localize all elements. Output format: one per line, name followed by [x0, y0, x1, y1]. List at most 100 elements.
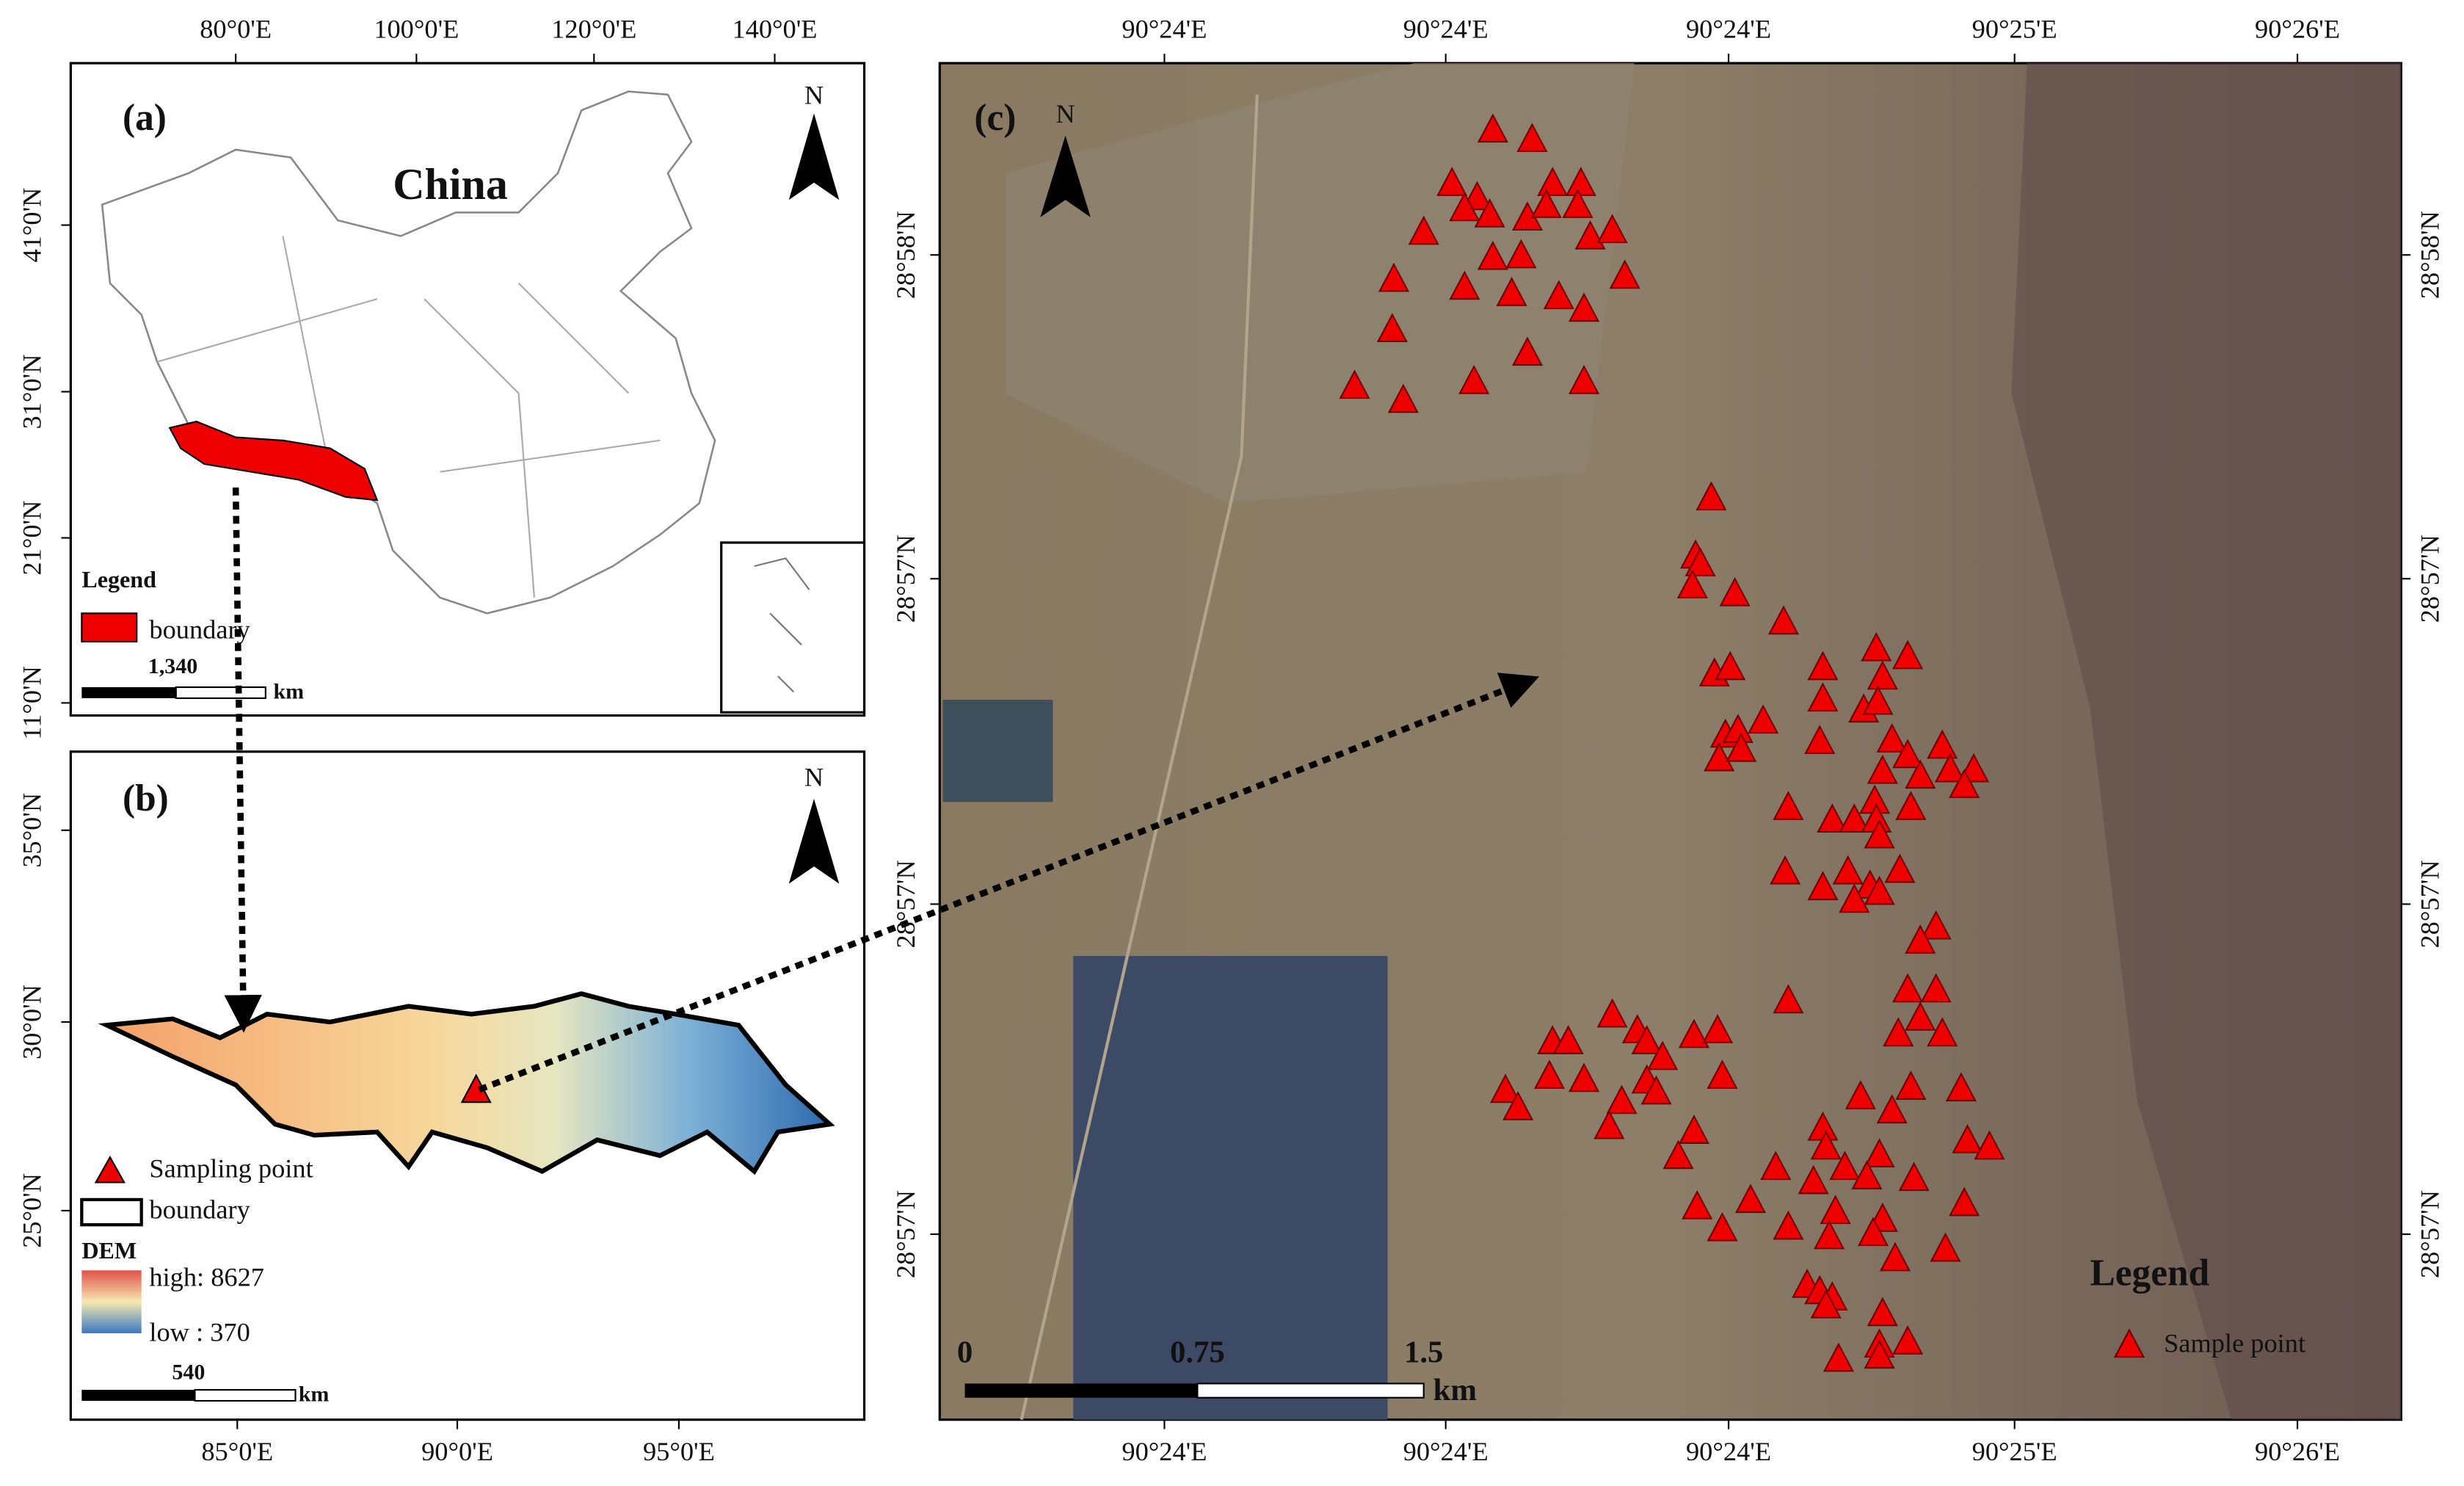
x-tick-label: 140°0'E [732, 15, 817, 44]
sample-point [1867, 754, 1898, 784]
y-tick-label: 28°58'N [891, 211, 920, 299]
sample-point [1489, 1073, 1522, 1103]
sample-point [1898, 1161, 1930, 1192]
sample-point [1596, 998, 1628, 1028]
sample-point [1867, 1297, 1898, 1327]
sample-point [1864, 1339, 1895, 1369]
x-tick-label: 90°24'E [1686, 15, 1771, 44]
sample-point [1530, 189, 1562, 218]
legend-label: low : 370 [149, 1317, 250, 1347]
dem-ramp [81, 1270, 142, 1333]
x-tick-label: 90°24'E [1686, 1437, 1771, 1466]
sample-point [1817, 803, 1848, 833]
legend-title: Legend [81, 566, 156, 592]
sample-point [1864, 875, 1895, 905]
sample-point [1676, 569, 1708, 599]
sample-point [1449, 192, 1480, 222]
y-tick-label: 35°0'N [17, 793, 46, 868]
sample-point [1477, 113, 1508, 143]
sample-point [1502, 1091, 1534, 1120]
scale-bar [81, 1389, 195, 1401]
y-tick-label: 25°0'N [17, 1173, 46, 1248]
sample-point [1974, 1130, 2005, 1160]
north-arrow [788, 799, 840, 884]
sample-point [1685, 547, 1716, 577]
sample-point [1949, 1186, 1980, 1217]
inset-frame [720, 541, 866, 714]
sample-point [1511, 336, 1544, 366]
sample-point [1832, 855, 1864, 885]
sample-point [1704, 742, 1735, 772]
sample-point [1807, 682, 1839, 712]
scale-bar [175, 686, 266, 700]
sample-point [1569, 1062, 1600, 1092]
scale-label: 0 [957, 1335, 973, 1370]
sample-point [1436, 167, 1468, 196]
tibet-region [168, 421, 379, 501]
x-tick-label: 85°0'E [201, 1437, 273, 1466]
sample-point [1773, 984, 1804, 1014]
y-tick-label: 28°57'N [2416, 534, 2445, 623]
province-lines [156, 236, 661, 598]
north-label: N [804, 763, 824, 792]
sample-point [1895, 1070, 1927, 1100]
sample-point [1678, 1114, 1709, 1144]
y-tick-label: 28°57'N [2416, 1190, 2445, 1278]
sample-point [1773, 791, 1804, 820]
y-tick-label: 28°57'N [891, 860, 920, 948]
scale-label: 0.75 [1170, 1335, 1225, 1370]
sample-point [1647, 1040, 1679, 1070]
x-tick-label: 90°24'E [1403, 1437, 1489, 1466]
legend-symbol [94, 1155, 126, 1184]
scale-bar [194, 1388, 297, 1402]
x-tick-label: 90°26'E [2255, 1437, 2340, 1466]
sample-point [1596, 214, 1628, 244]
inset-islands [754, 557, 810, 693]
y-tick-label: 28°57'N [2416, 860, 2445, 948]
sample-point [1702, 1014, 1734, 1043]
x-tick-label: 120°0'E [551, 15, 636, 44]
sample-point [1892, 1325, 1924, 1355]
sample-point [1876, 1094, 1908, 1124]
y-tick-label: 41°0'N [17, 188, 46, 263]
y-tick-label: 28°58'N [2416, 211, 2445, 299]
mountain-area [2011, 63, 2402, 1420]
sample-point [1952, 1124, 1983, 1153]
sample-point [1726, 732, 1757, 762]
sample-point [1543, 280, 1574, 310]
y-tick-label: 21°0'N [17, 501, 46, 576]
sample-point [1767, 605, 1800, 635]
sample-point [1822, 1342, 1854, 1372]
panel-label: (b) [123, 778, 169, 819]
scale-unit: km [274, 679, 305, 703]
sample-point [1920, 910, 1952, 940]
sample-point [1474, 198, 1505, 228]
sample-point [1552, 1025, 1584, 1054]
sample-point [1574, 220, 1606, 250]
sample-point [1905, 924, 1936, 954]
sample-point [1829, 1150, 1861, 1181]
sample-point [1895, 791, 1927, 820]
sample-point [1884, 853, 1916, 883]
sample-point [1905, 759, 1936, 789]
scale-label: 540 [172, 1360, 205, 1384]
x-tick-label: 90°0'E [421, 1437, 493, 1466]
x-tick-label: 90°25'E [1972, 1437, 2057, 1466]
sample-point [1810, 1130, 1842, 1160]
x-tick-label: 90°26'E [2255, 15, 2340, 44]
sample-point [1533, 1059, 1566, 1090]
sample-point [1927, 729, 1958, 759]
sample-point [1867, 660, 1898, 690]
sample-point [1862, 685, 1894, 715]
sample-point [1810, 1289, 1842, 1319]
sample-point [1814, 1219, 1845, 1250]
sample-point [1662, 1139, 1694, 1170]
sample-point [1851, 1160, 1883, 1190]
sample-point [1640, 1075, 1672, 1105]
y-tick-label: 11°0'N [17, 666, 46, 740]
scale-unit: km [1433, 1373, 1477, 1407]
legend-label: Sampling point [149, 1154, 313, 1184]
sample-point [1449, 270, 1480, 300]
